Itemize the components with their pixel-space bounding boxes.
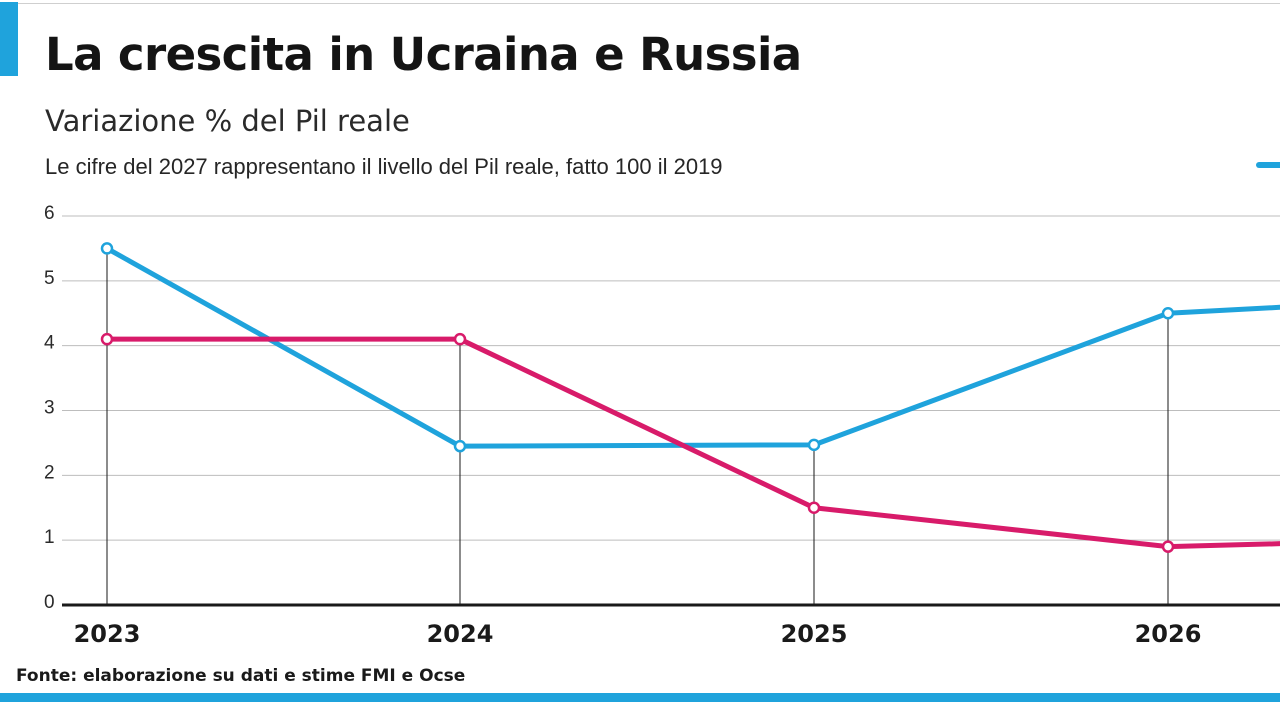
data-point xyxy=(100,242,114,255)
series-lines xyxy=(104,245,1280,550)
y-tick-label: 0 xyxy=(44,592,55,613)
data-point xyxy=(453,439,467,453)
line-chart: 0 1 2 3 4 5 6 2023 2024 2025 2026 xyxy=(44,203,1280,648)
year-guide-lines xyxy=(106,248,1169,605)
x-axis-ticks: 2023 2024 2025 2026 xyxy=(74,620,1202,648)
grid-lines xyxy=(62,215,1280,607)
source-note: Fonte: elaborazione su dati e stime FMI … xyxy=(16,666,466,686)
accent-bar xyxy=(0,2,18,76)
data-point xyxy=(100,332,114,346)
legend-swatch-blue xyxy=(1256,162,1280,168)
data-point xyxy=(807,438,821,452)
y-axis-ticks: 0 1 2 3 4 5 6 xyxy=(44,203,55,613)
x-tick-label: 2024 xyxy=(427,620,494,648)
x-tick-label: 2026 xyxy=(1135,620,1202,648)
y-tick-label: 1 xyxy=(44,527,55,548)
chart-subtitle: Variazione % del Pil reale xyxy=(45,104,410,138)
top-rule xyxy=(0,3,1280,4)
y-tick-label: 6 xyxy=(44,203,55,224)
y-tick-label: 5 xyxy=(44,268,55,289)
data-point xyxy=(1161,540,1175,553)
y-tick-label: 2 xyxy=(44,462,55,483)
series-markers xyxy=(100,242,1175,553)
series-line-1 xyxy=(104,245,1280,449)
chart-title: La crescita in Ucraina e Russia xyxy=(45,28,802,81)
chart-note: Le cifre del 2027 rappresentano il livel… xyxy=(45,154,723,179)
x-tick-label: 2025 xyxy=(781,620,848,648)
data-point xyxy=(453,332,467,346)
y-tick-label: 3 xyxy=(44,398,55,419)
x-tick-label: 2023 xyxy=(74,620,141,648)
bottom-bar xyxy=(0,693,1280,702)
data-point xyxy=(1161,307,1175,320)
data-point xyxy=(807,501,821,514)
y-tick-label: 4 xyxy=(44,333,55,354)
